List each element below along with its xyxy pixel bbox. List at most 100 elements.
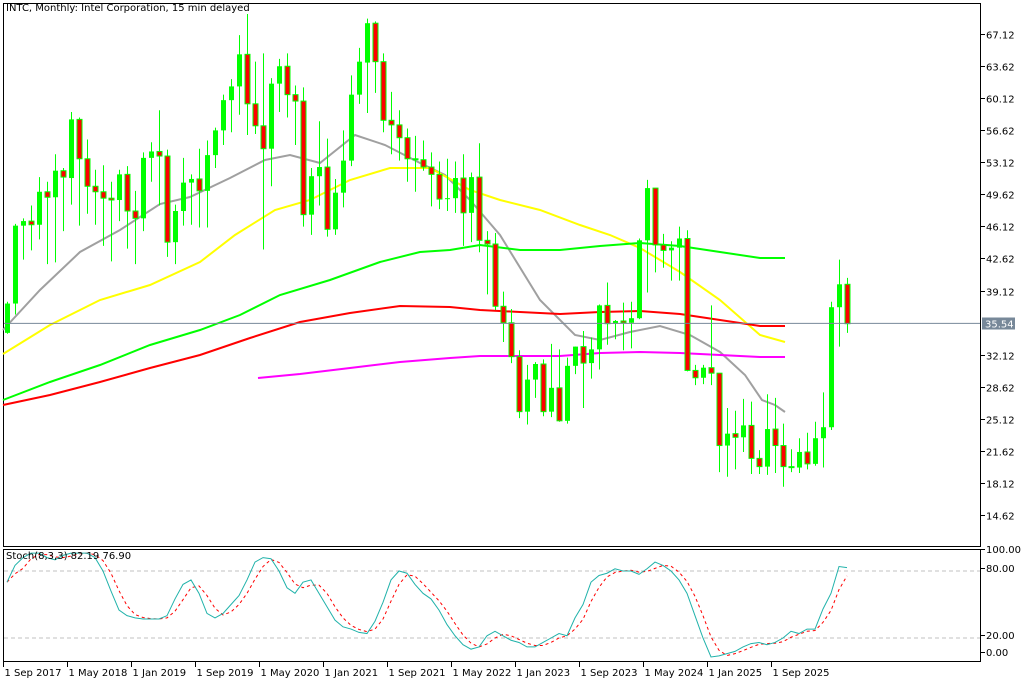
time-tick-label: 1 Sep 2019 xyxy=(197,668,254,679)
bull-candle-body xyxy=(277,66,282,84)
bull-candle-body xyxy=(69,119,74,179)
bear-candle-body xyxy=(380,61,387,121)
bear-candle-body xyxy=(284,65,291,96)
bear-candle-body xyxy=(388,119,395,126)
bear-candle-body xyxy=(436,173,443,200)
bull-candle-body xyxy=(797,451,802,468)
price-tick-label: 32.12 xyxy=(986,352,1015,363)
bear-candle-body xyxy=(292,94,299,102)
bear-candle-body xyxy=(604,304,611,325)
price-tick-label: 46.12 xyxy=(986,223,1015,234)
bull-candle-body xyxy=(189,178,194,183)
bear-candle-body xyxy=(732,433,739,438)
bull-candle-body xyxy=(565,365,570,421)
bull-candle-body xyxy=(629,318,634,323)
bear-candle-body xyxy=(492,243,499,307)
bear-candle-body xyxy=(396,124,403,139)
stoch-panel-frame xyxy=(3,549,981,662)
price-tick-label: 63.62 xyxy=(986,63,1015,74)
time-tick-label: 1 May 2024 xyxy=(645,668,704,679)
bear-candle-body xyxy=(500,305,507,324)
stochastic-lines xyxy=(4,552,980,658)
chart-title: INTC, Monthly: Intel Corporation, 15 min… xyxy=(6,3,250,14)
bear-candle-body xyxy=(28,220,35,226)
bear-candle-body xyxy=(76,118,83,160)
bull-candle-body xyxy=(637,240,642,319)
price-tick-label: 21.62 xyxy=(986,448,1015,459)
bear-candle-body xyxy=(748,424,755,459)
bull-candle-body xyxy=(333,192,338,230)
bear-candle-body xyxy=(620,320,627,324)
bull-candle-body xyxy=(645,188,650,241)
time-tick-label: 1 May 2020 xyxy=(261,668,320,679)
stoch-tick-label: 0.00 xyxy=(986,648,1008,659)
stoch-signal-line xyxy=(6,552,848,657)
bear-candle-body xyxy=(252,103,259,127)
time-tick-label: 1 Sep 2017 xyxy=(5,668,62,679)
price-tick-label: 28.62 xyxy=(986,384,1015,395)
bull-candle-body xyxy=(37,191,42,225)
bull-candle-body xyxy=(813,438,818,464)
bull-candle-body xyxy=(13,225,18,304)
price-tick-label: 18.12 xyxy=(986,480,1015,491)
bull-candle-body xyxy=(5,303,10,333)
bear-candle-body xyxy=(780,445,787,468)
time-tick-label: 1 Sep 2021 xyxy=(389,668,446,679)
price-tick-label: 25.12 xyxy=(986,416,1015,427)
bear-candle-body xyxy=(420,159,427,168)
bull-candle-body xyxy=(21,221,26,226)
bear-candle-body xyxy=(44,191,51,198)
candlesticks xyxy=(5,14,851,487)
bear-candle-body xyxy=(580,346,587,364)
bear-candle-body xyxy=(804,451,811,465)
time-tick-label: 1 Jan 2025 xyxy=(709,668,763,679)
bear-candle-body xyxy=(476,176,483,241)
stoch-axis: 100.00 80.00 20.00 0.00 xyxy=(981,545,1021,659)
bear-candle-body xyxy=(708,367,715,374)
bull-candle-body xyxy=(525,379,530,412)
current-price-label: 35.54 xyxy=(985,320,1014,331)
bull-candle-body xyxy=(117,174,122,201)
bull-candle-body xyxy=(181,182,186,212)
stoch-tick-label: 100.00 xyxy=(986,545,1021,556)
time-tick-label: 1 Jan 2019 xyxy=(133,668,187,679)
bear-candle-body xyxy=(772,428,779,447)
bear-candle-body xyxy=(844,283,851,325)
bull-candle-body xyxy=(357,61,362,95)
bear-candle-body xyxy=(460,177,467,214)
price-tick-label: 39.12 xyxy=(986,288,1015,299)
bull-candle-body xyxy=(317,167,322,177)
bull-candle-body xyxy=(837,284,842,308)
bull-candle-body xyxy=(725,433,730,446)
bear-candle-body xyxy=(508,322,515,358)
price-tick-label: 67.12 xyxy=(986,31,1015,42)
bull-candle-body xyxy=(269,83,274,149)
moving-averages xyxy=(2,133,786,413)
bear-candle-body xyxy=(260,125,267,150)
stoch-tick-label: 80.00 xyxy=(986,564,1015,575)
bull-candle-body xyxy=(453,178,458,199)
bull-candle-body xyxy=(205,155,210,191)
bear-candle-body xyxy=(100,191,107,199)
price-tick-label: 53.12 xyxy=(986,159,1015,170)
bear-candle-body xyxy=(372,22,379,63)
bull-candle-body xyxy=(309,176,314,215)
bull-candle-body xyxy=(173,211,178,243)
bull-candle-body xyxy=(765,429,770,467)
bull-candle-body xyxy=(341,160,346,193)
bull-candle-body xyxy=(213,130,218,156)
bull-candle-body xyxy=(829,307,834,428)
bull-candle-body xyxy=(237,54,242,87)
bull-candle-body xyxy=(613,320,618,324)
bull-candle-body xyxy=(349,94,354,161)
bear-candle-body xyxy=(412,158,419,161)
bull-candle-body xyxy=(445,198,450,200)
time-tick-label: 1 Jan 2023 xyxy=(517,668,571,679)
bear-candle-body xyxy=(684,237,691,371)
bear-candle-body xyxy=(428,166,435,175)
bull-candle-body xyxy=(669,247,674,251)
bear-candle-body xyxy=(652,187,659,246)
bear-candle-body xyxy=(196,178,203,192)
